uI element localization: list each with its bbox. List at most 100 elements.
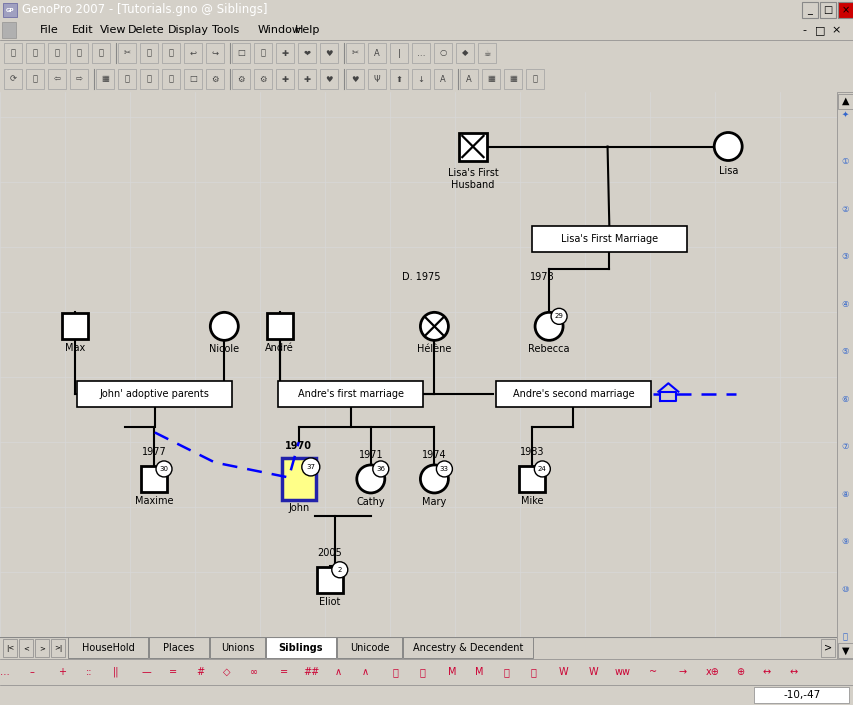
Text: 📂: 📂	[32, 49, 38, 58]
Bar	[232, 69, 250, 89]
Text: 树: 树	[530, 667, 536, 677]
Bar	[837, 2, 853, 18]
Bar	[96, 69, 113, 89]
Text: 🔎: 🔎	[168, 75, 173, 83]
Text: ×: ×	[841, 5, 849, 15]
Text: ⑦: ⑦	[841, 442, 848, 451]
Bar	[265, 637, 335, 658]
Bar	[298, 43, 316, 63]
Text: ②: ②	[841, 204, 848, 214]
Text: ##: ##	[303, 667, 319, 677]
Text: ~: ~	[648, 667, 656, 677]
Text: ⚙: ⚙	[237, 75, 245, 83]
Text: Eliot: Eliot	[319, 596, 340, 607]
Text: ⇦: ⇦	[54, 75, 61, 83]
Text: Lisa's First
Husband: Lisa's First Husband	[447, 168, 497, 190]
Bar	[337, 637, 402, 658]
Text: ④: ④	[841, 300, 848, 309]
Bar	[411, 43, 430, 63]
Bar	[403, 637, 532, 658]
Text: ⓪: ⓪	[842, 632, 847, 642]
Bar	[148, 637, 209, 658]
Bar	[345, 69, 363, 89]
Text: ww: ww	[614, 667, 630, 677]
Bar	[3, 3, 17, 17]
Bar	[503, 69, 521, 89]
Bar	[51, 639, 65, 657]
Bar	[62, 313, 88, 339]
Bar	[481, 69, 499, 89]
Text: ▦: ▦	[486, 75, 495, 83]
Text: –: –	[30, 667, 34, 677]
Circle shape	[534, 461, 549, 477]
Text: ▦: ▦	[508, 75, 516, 83]
Text: 37: 37	[306, 464, 315, 470]
Text: ↩: ↩	[189, 49, 196, 58]
Text: ○: ○	[438, 49, 446, 58]
Circle shape	[331, 562, 347, 578]
Text: >|: >|	[54, 644, 62, 651]
Bar	[206, 69, 223, 89]
Text: =: =	[169, 667, 177, 677]
Text: Andre's second marriage: Andre's second marriage	[512, 389, 634, 400]
Text: Cathy: Cathy	[356, 497, 385, 507]
Text: ↓: ↓	[417, 75, 424, 83]
Bar	[390, 69, 408, 89]
Circle shape	[713, 133, 741, 161]
Text: ⭕: ⭕	[260, 49, 265, 58]
Bar	[496, 381, 650, 407]
Text: ✚: ✚	[281, 49, 288, 58]
Text: GenoPro 2007 - [Tutorials.gno @ Siblings]: GenoPro 2007 - [Tutorials.gno @ Siblings…	[22, 4, 267, 16]
Circle shape	[420, 465, 448, 493]
Text: Tools: Tools	[212, 25, 239, 35]
Text: □: □	[822, 5, 832, 15]
Text: 💾: 💾	[168, 49, 173, 58]
Text: >: >	[39, 645, 45, 651]
Bar	[837, 94, 852, 109]
Text: ∞: ∞	[250, 667, 258, 677]
Text: —: —	[141, 667, 151, 677]
Bar	[162, 69, 180, 89]
Text: ↪: ↪	[212, 49, 218, 58]
Circle shape	[156, 461, 171, 477]
Text: □: □	[814, 25, 824, 35]
Text: 树: 树	[502, 667, 508, 677]
Bar	[276, 43, 293, 63]
Bar	[35, 639, 49, 657]
Text: ✚: ✚	[303, 75, 310, 83]
Text: ♥: ♥	[351, 75, 358, 83]
Text: ⚙: ⚙	[211, 75, 218, 83]
Text: Ancestry & Decendent: Ancestry & Decendent	[412, 643, 523, 653]
Text: 📄: 📄	[10, 49, 15, 58]
Text: ×: ×	[830, 25, 839, 35]
Text: 1970: 1970	[285, 441, 312, 451]
Text: ⑤: ⑤	[841, 348, 848, 356]
Text: Mary: Mary	[421, 497, 446, 507]
Text: ⑥: ⑥	[841, 395, 848, 404]
Text: ⑧: ⑧	[841, 490, 848, 499]
Circle shape	[210, 312, 238, 341]
Bar	[820, 639, 834, 657]
Bar	[320, 43, 338, 63]
Bar	[433, 69, 451, 89]
Text: →: →	[678, 667, 687, 677]
Bar	[4, 43, 22, 63]
Text: >: >	[823, 643, 831, 653]
Bar	[141, 466, 167, 492]
Text: Lisa: Lisa	[717, 166, 737, 176]
Bar	[48, 69, 66, 89]
Text: ♥: ♥	[325, 75, 333, 83]
Text: ∧: ∧	[334, 667, 341, 677]
Text: Lisa's First Marriage: Lisa's First Marriage	[560, 234, 657, 244]
Bar	[801, 2, 817, 18]
Text: ▦: ▦	[101, 75, 109, 83]
Bar	[70, 69, 88, 89]
Bar	[210, 637, 264, 658]
Bar	[390, 43, 408, 63]
Text: 文: 文	[419, 667, 425, 677]
Bar	[276, 69, 293, 89]
Text: 📋: 📋	[147, 49, 151, 58]
Text: Window: Window	[258, 25, 302, 35]
Text: 1977: 1977	[142, 447, 166, 457]
Text: 💾: 💾	[55, 49, 60, 58]
